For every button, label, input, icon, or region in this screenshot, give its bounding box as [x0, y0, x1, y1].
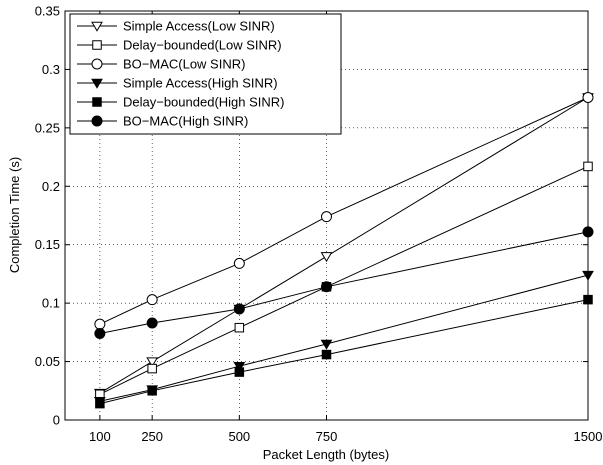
data-point: [583, 294, 593, 305]
x-tick-label: 250: [141, 429, 163, 444]
data-point: [582, 91, 594, 103]
data-point: [94, 328, 106, 340]
data-point: [582, 226, 594, 238]
legend-label: BO−MAC(High SINR): [123, 114, 248, 129]
y-tick-label: 0.2: [42, 179, 60, 194]
data-point: [147, 386, 157, 396]
y-tick-label: 0: [53, 413, 60, 428]
data-point: [233, 257, 245, 269]
legend-label: Simple Access(Low SINR): [123, 19, 275, 34]
x-tick-label: 500: [228, 429, 250, 444]
series-layer: [93, 91, 594, 409]
legend-label: BO−MAC(Low SINR): [123, 57, 245, 72]
y-axis-title: Completion Time (s): [7, 157, 22, 273]
data-point: [234, 367, 245, 377]
series-group: [94, 226, 594, 340]
data-point: [146, 294, 158, 306]
data-point: [321, 281, 332, 293]
y-tick-label: 0.35: [35, 4, 60, 19]
legend-marker: [92, 97, 102, 107]
legend-label: Delay−bounded(High SINR): [123, 95, 285, 110]
legend-item: Delay−bounded(Low SINR): [77, 38, 282, 53]
data-point: [146, 357, 159, 368]
data-point: [94, 318, 106, 330]
y-tick-label: 0.05: [35, 354, 60, 369]
legend-item: Delay−bounded(High SINR): [77, 95, 285, 110]
data-point: [321, 211, 332, 223]
data-point: [147, 363, 157, 374]
series-group: [95, 294, 593, 409]
x-tick-label: 100: [89, 429, 111, 444]
x-tick-label: 1500: [574, 429, 603, 444]
data-point: [234, 322, 245, 333]
x-axis-title: Packet Length (bytes): [263, 447, 389, 462]
data-point: [233, 361, 246, 372]
data-point: [321, 349, 332, 360]
legend-label: Delay−bounded(Low SINR): [123, 38, 282, 53]
y-tick-label: 0.15: [35, 237, 60, 252]
y-tick-label: 0.25: [35, 120, 60, 135]
legend-item: BO−MAC(High SINR): [77, 114, 248, 129]
legend-marker: [91, 78, 103, 89]
axis-ticks: 100 250 500 750 1500 0 0.05 0.1 0.15 0.2 0.25 0.3 0.…: [35, 4, 603, 445]
legend: Simple Access(Low SINR) Delay−bounded(Low…: [69, 13, 342, 135]
series-group: [94, 91, 594, 330]
legend-label: Simple Access(High SINR): [123, 76, 278, 91]
data-point: [582, 270, 594, 281]
x-tick-label: 750: [316, 429, 338, 444]
data-point: [320, 252, 333, 263]
data-point: [146, 317, 158, 329]
legend-item: Simple Access(High SINR): [77, 76, 278, 91]
legend-item: Simple Access(Low SINR): [77, 19, 275, 34]
data-point: [320, 339, 333, 350]
legend-marker: [91, 58, 103, 70]
data-point: [233, 303, 245, 315]
data-point: [95, 398, 105, 409]
legend-marker: [92, 40, 102, 50]
legend-box: [69, 13, 342, 135]
y-tick-label: 0.1: [42, 296, 60, 311]
legend-marker: [91, 115, 103, 127]
legend-marker: [91, 21, 103, 32]
legend-item: BO−MAC(Low SINR): [77, 57, 245, 72]
data-point: [583, 161, 593, 172]
y-tick-label: 0.3: [42, 62, 60, 77]
